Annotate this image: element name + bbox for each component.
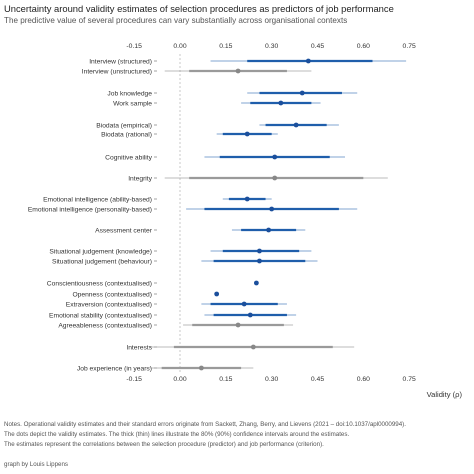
row-label: Interests bbox=[126, 344, 152, 351]
row-label: Extraversion (contextualised) bbox=[66, 301, 152, 308]
x-tick-label-bottom: 0.45 bbox=[311, 376, 324, 383]
estimate-dot bbox=[278, 101, 283, 106]
chart-notes: Notes. Operational validity estimates an… bbox=[4, 420, 470, 449]
estimate-dot bbox=[199, 366, 204, 371]
estimate-dot bbox=[266, 228, 271, 233]
estimate-dot bbox=[254, 281, 259, 286]
estimate-dot bbox=[257, 259, 262, 264]
estimate-dot bbox=[242, 302, 247, 307]
x-tick-label-top: 0.45 bbox=[311, 43, 324, 50]
estimate-dot bbox=[257, 249, 262, 254]
row-label: Biodata (empirical) bbox=[96, 122, 152, 129]
estimate-dot bbox=[300, 91, 305, 96]
row-label: Interview (structured) bbox=[89, 58, 152, 65]
x-axis-title: Validity (ρ) bbox=[427, 390, 463, 399]
estimate-dot bbox=[245, 197, 250, 202]
row-label: Agreeableness (contextualised) bbox=[58, 322, 152, 329]
estimate-dot bbox=[245, 132, 250, 137]
row-label: Emotional stability (contextualised) bbox=[49, 312, 152, 319]
row-label: Emotional intelligence (ability-based) bbox=[43, 196, 152, 203]
row-label: Openness (contextualised) bbox=[72, 291, 152, 298]
estimate-dot bbox=[272, 155, 277, 160]
row-label: Work sample bbox=[113, 100, 152, 107]
x-tick-label-top: 0.75 bbox=[403, 43, 416, 50]
x-tick-label-top: 0.30 bbox=[265, 43, 278, 50]
x-tick-label-bottom: 0.15 bbox=[219, 376, 232, 383]
x-tick-label-top: -0.15 bbox=[126, 43, 142, 50]
x-tick-label-bottom: 0.30 bbox=[265, 376, 278, 383]
x-tick-label-bottom: 0.00 bbox=[173, 376, 186, 383]
x-tick-label-bottom: 0.75 bbox=[403, 376, 416, 383]
estimate-dot bbox=[306, 59, 311, 64]
estimate-dot bbox=[236, 323, 241, 328]
row-label: Integrity bbox=[128, 175, 152, 182]
row-label: Cognitive ability bbox=[105, 154, 152, 161]
row-label: Job experience (in years) bbox=[77, 365, 152, 372]
row-label: Conscientiousness (contextualised) bbox=[47, 280, 152, 287]
estimate-dot bbox=[236, 69, 241, 74]
row-label: Assessment center bbox=[95, 227, 153, 234]
estimate-dot bbox=[294, 123, 299, 128]
estimate-dot bbox=[269, 207, 274, 212]
row-label: Interview (unstructured) bbox=[82, 68, 152, 75]
estimate-dot bbox=[248, 313, 253, 318]
estimate-dot bbox=[251, 345, 256, 350]
forest-plot: -0.15 -0.15 0.00 0.00 0.15 0.15 0.30 0.30 0.45 0.… bbox=[0, 0, 474, 420]
x-tick-label-top: 0.00 bbox=[173, 43, 186, 50]
x-tick-label-bottom: -0.15 bbox=[126, 376, 142, 383]
x-tick-label-bottom: 0.60 bbox=[357, 376, 370, 383]
row-label: Situational judgement (knowledge) bbox=[49, 248, 152, 255]
estimate-dot bbox=[272, 176, 277, 181]
note-line: The estimates represent the correlations… bbox=[4, 440, 470, 450]
row-label: Situational judgement (behaviour) bbox=[52, 258, 152, 265]
row-label: Biodata (rational) bbox=[101, 131, 152, 138]
x-tick-label-top: 0.60 bbox=[357, 43, 370, 50]
note-line: Notes. Operational validity estimates an… bbox=[4, 420, 470, 430]
x-tick-label-top: 0.15 bbox=[219, 43, 232, 50]
estimate-dot bbox=[214, 292, 219, 297]
row-label: Job knowledge bbox=[107, 90, 152, 97]
row-label: Emotional intelligence (personality-base… bbox=[28, 206, 152, 213]
chart-credit: graph by Louis Lippens bbox=[4, 461, 68, 468]
note-line: The dots depict the validity estimates. … bbox=[4, 430, 470, 440]
